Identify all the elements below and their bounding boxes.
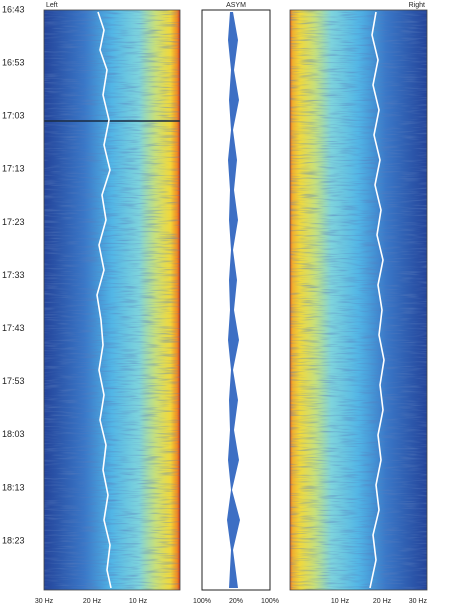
time-label: 18:03 [2,429,25,439]
time-label: 17:53 [2,376,25,386]
left-panel [43,9,181,591]
axis-label: 30 Hz [409,598,428,605]
asym-trace [227,12,240,588]
axis-label: 10 Hz [129,598,148,605]
time-label: 17:13 [2,164,25,174]
axis-label: 30 Hz [35,598,54,605]
right-label: Right [409,2,425,9]
axis-label: 20 Hz [373,598,392,605]
time-label: 17:43 [2,323,25,333]
left-frame [43,9,181,591]
right-texture [290,10,427,590]
right-edge-frequency [369,11,385,589]
asym-label: ASYM [226,2,246,9]
axis-label: 20% [229,598,243,605]
left-texture [44,10,180,590]
axis-label: 100% [261,598,279,605]
axis-label: 10 Hz [331,598,350,605]
axis-label: 20 Hz [83,598,102,605]
asym-frame [201,9,271,591]
time-label: 17:03 [2,111,25,121]
time-label: 16:43 [2,4,25,14]
time-label: 18:23 [2,535,25,545]
time-label: 16:53 [2,57,25,67]
left-edge-frequency [96,11,112,589]
time-label: 18:13 [2,482,25,492]
axis-label: 100% [193,598,211,605]
time-label: 17:33 [2,270,25,280]
asym-panel [201,9,271,591]
right-panel [289,9,428,591]
right-frame [289,9,428,591]
time-label: 17:23 [2,217,25,227]
left-label: Left [46,2,58,9]
